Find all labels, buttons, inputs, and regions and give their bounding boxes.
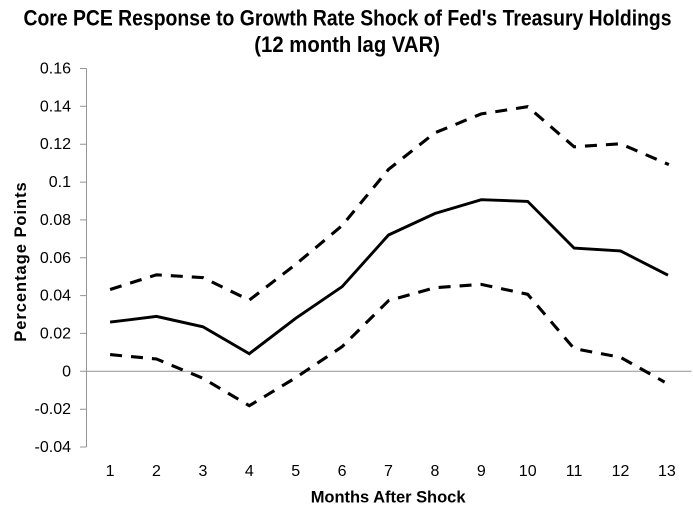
svg-text:7: 7 [384, 463, 393, 480]
svg-text:2: 2 [152, 463, 161, 480]
svg-text:12: 12 [612, 463, 630, 480]
svg-text:(12 month lag VAR): (12 month lag VAR) [254, 32, 440, 57]
svg-text:0: 0 [62, 363, 71, 380]
svg-text:0.02: 0.02 [40, 325, 71, 342]
svg-text:5: 5 [291, 463, 300, 480]
svg-text:0.1: 0.1 [49, 174, 71, 191]
svg-text:Months After Shock: Months After Shock [311, 489, 467, 507]
svg-text:8: 8 [430, 463, 439, 480]
svg-text:10: 10 [519, 463, 537, 480]
svg-text:Percentage Points: Percentage Points [12, 182, 30, 342]
svg-text:Core PCE Response to Growth Ra: Core PCE Response to Growth Rate Shock o… [24, 6, 672, 31]
svg-text:0.12: 0.12 [40, 136, 71, 153]
svg-text:0.08: 0.08 [40, 212, 71, 229]
svg-text:13: 13 [658, 463, 676, 480]
svg-text:-0.04: -0.04 [35, 439, 72, 456]
svg-text:3: 3 [198, 463, 207, 480]
svg-text:0.06: 0.06 [40, 250, 71, 267]
svg-text:6: 6 [338, 463, 347, 480]
svg-text:0.16: 0.16 [40, 61, 71, 78]
svg-text:0.04: 0.04 [40, 288, 71, 305]
svg-text:-0.02: -0.02 [35, 401, 72, 418]
svg-text:1: 1 [106, 463, 115, 480]
svg-text:0.14: 0.14 [40, 98, 71, 115]
svg-text:11: 11 [566, 463, 583, 480]
svg-text:4: 4 [245, 463, 254, 480]
svg-text:9: 9 [477, 463, 486, 480]
